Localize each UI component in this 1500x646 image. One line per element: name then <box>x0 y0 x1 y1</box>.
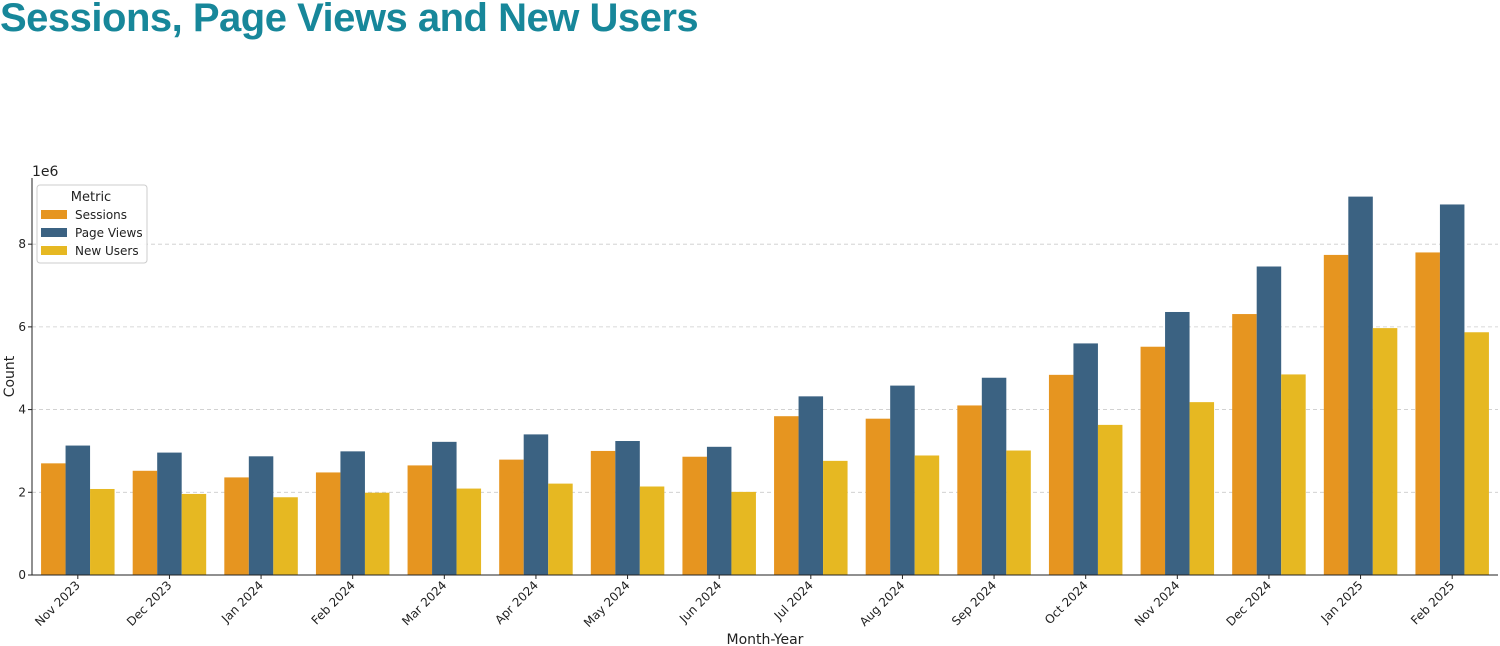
bar-new-users <box>1372 328 1398 575</box>
x-tick-label: Dec 2024 <box>1223 578 1274 629</box>
bar-new-users <box>1464 332 1489 575</box>
bar-sessions <box>957 405 982 575</box>
bar-new-users <box>364 492 390 575</box>
x-tick-label: Jul 2024 <box>771 578 816 623</box>
bar-sessions <box>774 416 799 575</box>
bar-page-views <box>65 445 91 575</box>
x-tick-label: Sep 2024 <box>949 578 999 628</box>
bar-page-views <box>432 441 457 575</box>
bar-sessions <box>1232 314 1257 575</box>
bar-new-users <box>914 455 940 575</box>
x-tick-label: Jan 2025 <box>1318 578 1366 626</box>
chart-title: Sessions, Page Views and New Users <box>0 0 699 40</box>
bar-sessions <box>315 472 341 575</box>
bar-new-users <box>181 493 207 575</box>
bar-sessions <box>132 470 158 575</box>
bar-new-users <box>639 486 665 575</box>
bar-sessions <box>41 463 66 575</box>
y-tick-label: 6 <box>18 320 26 334</box>
x-tick-label: Feb 2024 <box>309 578 358 627</box>
bar-sessions <box>865 418 891 575</box>
y-axis-label: Count <box>2 355 18 397</box>
x-tick-label: Nov 2023 <box>32 578 83 629</box>
bar-sessions <box>1140 346 1166 575</box>
x-tick-label: Jun 2024 <box>676 578 724 626</box>
bar-page-views <box>1165 311 1190 575</box>
legend-label-new-users: New Users <box>75 244 139 258</box>
x-tick-label: Jan 2024 <box>218 578 266 626</box>
bar-new-users <box>1281 374 1306 575</box>
bar-sessions <box>1415 252 1440 575</box>
legend-swatch-page-views <box>41 228 67 237</box>
bar-page-views <box>1073 343 1098 575</box>
bar-new-users <box>273 497 298 575</box>
bar-new-users <box>1006 450 1031 575</box>
bar-new-users <box>1189 402 1215 575</box>
y-tick-label: 0 <box>18 568 26 582</box>
y-tick-label: 8 <box>18 237 26 251</box>
bar-sessions <box>682 456 707 575</box>
bar-page-views <box>523 434 549 575</box>
bar-page-views <box>798 396 824 575</box>
bar-page-views <box>706 446 732 575</box>
legend-box <box>36 184 148 264</box>
legend-swatch-new-users <box>41 246 67 255</box>
legend-label-page-views: Page Views <box>75 226 143 240</box>
y-offset-label: 1e6 <box>32 164 59 180</box>
legend-swatch-sessions <box>41 210 67 219</box>
bar-sessions <box>1048 374 1074 575</box>
bar-page-views <box>981 377 1007 575</box>
y-tick-label: 4 <box>18 403 26 417</box>
bar-sessions <box>499 459 524 575</box>
bar-page-views <box>248 456 274 575</box>
legend-title: Metric <box>71 190 111 205</box>
x-tick-label: Nov 2024 <box>1132 578 1183 629</box>
bar-page-views <box>890 385 915 575</box>
bar-page-views <box>157 452 182 575</box>
bar-new-users <box>90 488 115 575</box>
bar-page-views <box>340 451 365 575</box>
x-tick-label: Apr 2024 <box>492 578 541 627</box>
x-tick-label: Aug 2024 <box>857 578 908 629</box>
bar-new-users <box>456 488 482 575</box>
x-tick-label: May 2024 <box>581 578 633 630</box>
x-tick-label: Dec 2023 <box>124 578 175 629</box>
bar-sessions <box>224 477 249 575</box>
bar-sessions <box>590 450 616 575</box>
bar-page-views <box>1439 204 1465 575</box>
x-tick-label: Feb 2025 <box>1408 578 1457 627</box>
bar-new-users <box>548 483 573 575</box>
y-tick-label: 2 <box>18 485 26 499</box>
x-tick-label: Oct 2024 <box>1042 578 1091 627</box>
bar-sessions <box>407 465 433 575</box>
bar-page-views <box>1256 266 1282 575</box>
bar-sessions <box>1323 254 1349 575</box>
legend-label-sessions: Sessions <box>75 208 127 222</box>
x-tick-label: Mar 2024 <box>399 578 449 628</box>
bar-new-users <box>731 491 756 575</box>
bar-page-views <box>615 441 640 575</box>
bar-new-users <box>823 460 848 575</box>
x-axis-label: Month-Year <box>727 632 804 646</box>
bar-page-views <box>1348 196 1373 575</box>
bar-new-users <box>1097 424 1123 575</box>
